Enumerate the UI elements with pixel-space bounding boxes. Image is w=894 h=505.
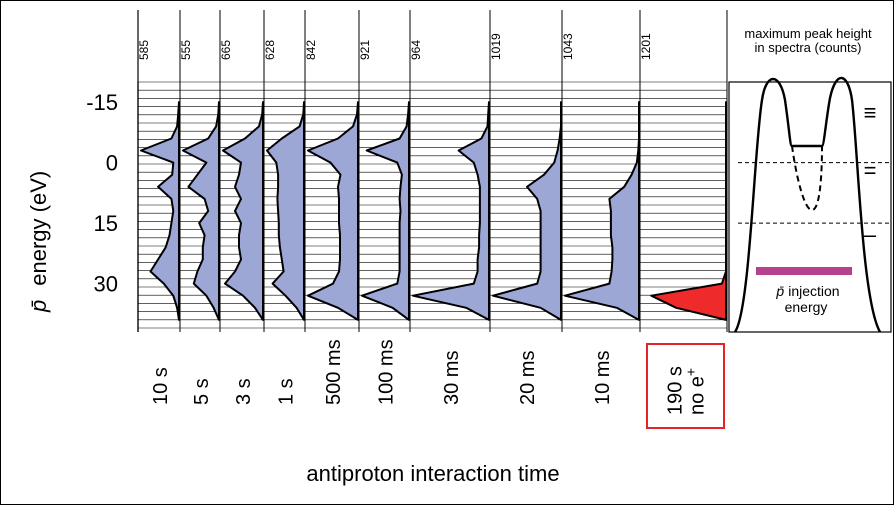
stage-marker: ≡ (864, 100, 877, 125)
y-tick-label: -15 (86, 90, 118, 115)
series-area (182, 101, 220, 321)
max-counts-label: 585 (137, 40, 151, 60)
max-counts-label: 842 (304, 40, 318, 60)
max-counts-label: 1019 (489, 33, 503, 60)
panel-header: in spectra (counts) (755, 40, 862, 55)
time-label: 100 ms (376, 339, 398, 405)
injection-label-text: injection (788, 283, 839, 299)
time-label: 1 s (276, 378, 298, 405)
panel-header: maximum peak height (744, 26, 872, 41)
series-area (361, 101, 410, 321)
time-label: 500 ms (323, 339, 345, 405)
max-counts-label: 921 (358, 40, 372, 60)
y-axis-label: p̄ energy (eV) (26, 171, 51, 313)
time-label: 30 ms (441, 351, 463, 405)
y-axis-label-symbol: p̄ (26, 300, 51, 313)
time-label-text: no e (687, 376, 709, 415)
series-area (492, 101, 562, 321)
injection-label: p̄ injection (775, 283, 839, 299)
series-area (140, 101, 180, 321)
time-label: 10 ms (592, 351, 614, 405)
series-area (564, 101, 640, 321)
time-label: 20 ms (517, 351, 539, 405)
stage-marker: = (864, 158, 877, 183)
time-label-superscript: + (683, 368, 699, 376)
time-label: 3 s (233, 378, 255, 405)
y-tick-label: 15 (94, 211, 118, 236)
max-counts-label: 1043 (561, 33, 575, 60)
spectra-plot: 585 555 665 628 842 921 964 1019 1043 1201 (137, 10, 728, 332)
series-area (307, 101, 359, 321)
time-label: 5 s (191, 378, 213, 405)
max-counts-label: 1201 (639, 33, 653, 60)
injection-label-symbol: p̄ (775, 283, 784, 299)
time-label: 190 s (665, 366, 687, 415)
potential-well-curve (733, 76, 882, 333)
series-area (650, 101, 727, 321)
time-label: no e+ (683, 368, 709, 415)
max-counts-label: 628 (263, 40, 277, 60)
max-counts-label: 665 (219, 40, 233, 60)
axis-labels: 10 s 5 s 3 s 1 s 500 ms 100 ms 30 ms 20 ms 10 ms… (26, 90, 725, 486)
y-axis-label-text: energy (eV) (26, 171, 51, 286)
stage-marker: – (864, 222, 877, 247)
series-area (222, 101, 264, 321)
x-axis-label: antiproton interaction time (306, 461, 559, 486)
max-counts-label: 964 (409, 40, 423, 60)
injection-bar (756, 267, 852, 275)
y-tick-label: 0 (106, 151, 118, 176)
panel-frame (728, 81, 892, 333)
series-area (266, 101, 305, 321)
injection-label-2: energy (785, 299, 828, 315)
series-area (412, 101, 490, 321)
highlight-box (646, 343, 725, 429)
max-counts-label: 555 (179, 40, 193, 60)
y-tick-label: 30 (94, 272, 118, 297)
time-label: 10 s (150, 367, 172, 405)
